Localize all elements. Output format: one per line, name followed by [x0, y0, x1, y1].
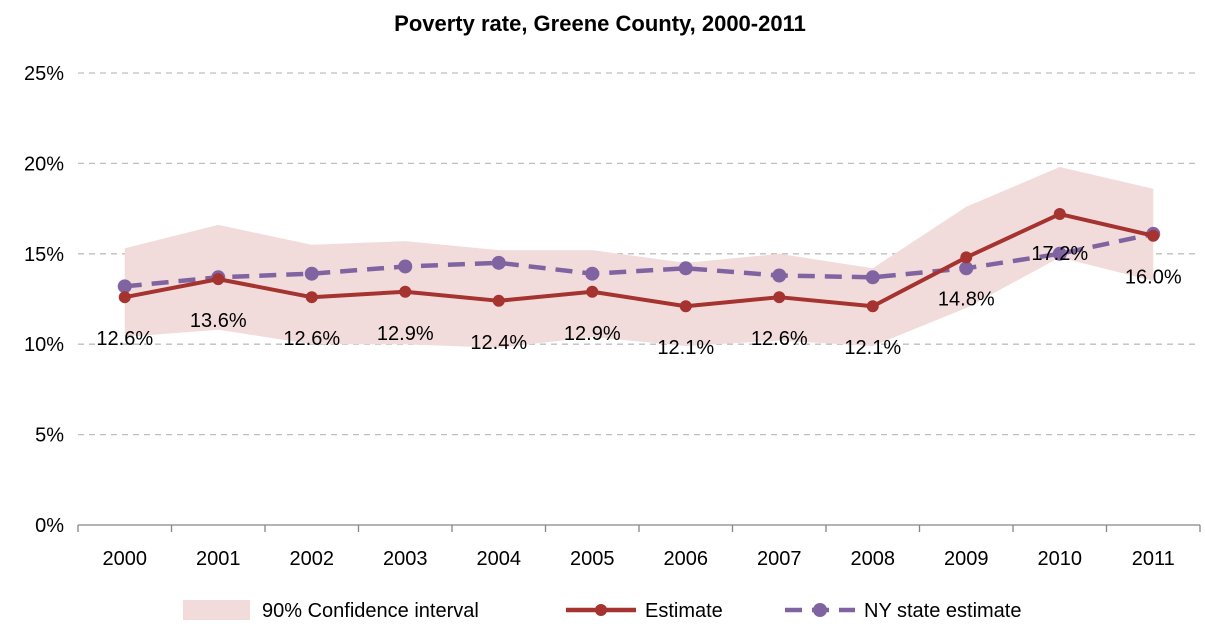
data-label: 17.2% [1031, 243, 1088, 265]
data-label: 16.0% [1125, 267, 1182, 289]
data-label: 12.6% [283, 328, 340, 350]
y-tick-label: 10% [24, 334, 64, 356]
x-tick-label: 2004 [477, 548, 522, 570]
y-axis: 0% 5% 10% 15% 20% 25% [24, 63, 64, 537]
data-label: 12.1% [657, 337, 714, 359]
legend-marker-estimate [595, 604, 607, 616]
y-tick-label: 0% [35, 515, 64, 537]
estimate-point [960, 251, 973, 264]
estimate-point [305, 291, 318, 304]
estimate-point [1147, 229, 1160, 242]
confidence-band [124, 167, 1154, 348]
estimate-point [679, 300, 692, 313]
data-label: 12.9% [377, 323, 434, 345]
x-tick-label: 2000 [103, 548, 148, 570]
x-tick-label: 2010 [1038, 548, 1083, 570]
y-tick-label: 5% [35, 425, 64, 447]
estimate-point [1053, 208, 1066, 221]
ny-state-point [772, 268, 787, 283]
x-tick-label: 2009 [944, 548, 989, 570]
data-labels: 12.6% 13.6% 12.6% 12.9% 12.4% 12.9% 12.1% 12.6%… [96, 243, 1181, 359]
data-label: 13.6% [190, 310, 247, 332]
y-tick-label: 15% [24, 244, 64, 266]
ny-state-point [1052, 246, 1067, 261]
x-tick-label: 2011 [1132, 548, 1175, 570]
data-label: 12.6% [751, 328, 808, 350]
y-tick-label: 25% [24, 63, 64, 85]
x-tick-label: 2006 [664, 548, 709, 570]
estimate-point [773, 291, 786, 304]
y-tick-label: 20% [24, 153, 64, 175]
x-axis: 2000 2001 2002 2003 2004 2005 2006 2007 2008 2009… [77, 524, 1201, 570]
ny-state-point [959, 261, 974, 276]
ny-state-point [304, 266, 319, 281]
ny-state-point [678, 261, 693, 276]
x-tick-label: 2002 [290, 548, 335, 570]
estimate-point [212, 273, 225, 286]
x-tick-label: 2001 [196, 548, 241, 570]
x-tick-label: 2003 [383, 548, 428, 570]
data-label: 12.9% [564, 323, 621, 345]
confidence-interval-area [124, 167, 1154, 348]
ny-state-point [117, 279, 132, 294]
data-label: 12.1% [844, 337, 901, 359]
data-label: 12.6% [96, 328, 153, 350]
legend: 90% Confidence interval Estimate NY state … [183, 600, 1021, 622]
legend-marker-ny-state [813, 603, 827, 617]
ny-state-point [585, 266, 600, 281]
series-lines [117, 208, 1161, 313]
legend-label-estimate: Estimate [645, 600, 723, 622]
estimate-point [492, 294, 505, 307]
chart-title: Poverty rate, Greene County, 2000-2011 [394, 11, 806, 36]
legend-label-confidence-interval: 90% Confidence interval [262, 600, 479, 622]
data-label: 12.4% [470, 332, 527, 354]
estimate-point [586, 285, 599, 298]
ny-state-line [124, 231, 1154, 289]
x-tick-label: 2008 [851, 548, 896, 570]
legend-label-ny-state: NY state estimate [864, 600, 1021, 622]
data-label: 14.8% [938, 288, 995, 310]
ny-state-point [865, 270, 880, 285]
estimate-line [124, 212, 1154, 309]
x-tick-label: 2005 [570, 548, 615, 570]
estimate-point [399, 285, 412, 298]
legend-swatch-confidence-interval [183, 600, 250, 620]
x-tick-label: 2007 [757, 548, 802, 570]
ny-state-point [398, 259, 413, 274]
estimate-point [866, 300, 879, 313]
estimate-point [118, 291, 131, 304]
ny-state-point [491, 255, 506, 270]
